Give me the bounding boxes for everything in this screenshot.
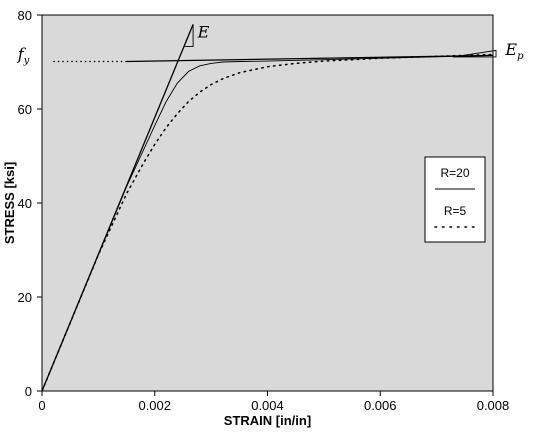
x-tick-label: 0.008 [477,398,510,413]
y-tick-label: 40 [18,196,32,211]
plot-area [42,15,493,391]
x-axis-label: STRAIN [in/in] [224,413,311,428]
y-tick-label: 60 [18,102,32,117]
reference-line-e-p [126,54,494,63]
legend-box [424,156,486,243]
annotation-e-p: Ep [504,40,524,62]
y-axis: 0 20 40 60 80 [18,8,42,399]
legend-label: R=5 [444,204,467,218]
x-tick-label: 0.004 [251,398,284,413]
series-line-r-5 [41,53,494,392]
y-axis-label: STRESS [ksi] [2,162,17,244]
x-tick-label: 0.006 [364,398,397,413]
legend-label: R=20 [440,166,469,180]
hardening-slope-triangle [452,49,497,58]
annotation-f-y: fy [17,45,30,67]
y-tick-label: 20 [18,290,32,305]
x-axis: 0 0.002 0.004 0.006 0.008 [38,391,509,413]
y-tick-label: 0 [25,384,32,399]
x-tick-label: 0 [38,398,45,413]
annotation-e: E [197,23,210,42]
modulus-slope-triangle [183,24,194,47]
series-line-r-20 [41,54,494,392]
y-tick-label: 80 [18,8,32,23]
legend: R=20 R=5 [424,156,486,243]
series-layer [41,53,494,392]
x-tick-label: 0.002 [138,398,171,413]
